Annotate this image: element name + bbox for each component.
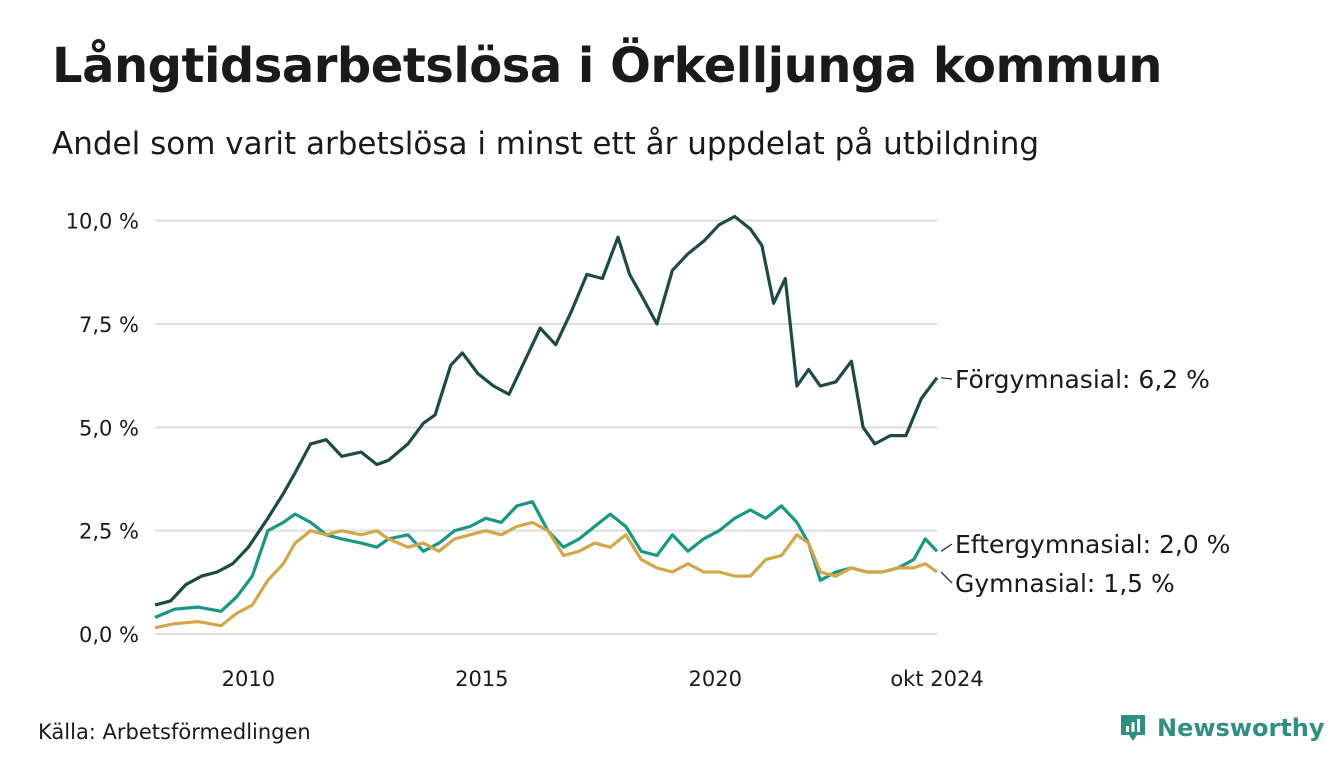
x-tick-label: okt 2024 [890, 667, 983, 691]
x-axis-tick-labels: 2010 2015 2020 okt 2024 [222, 667, 984, 691]
x-tick-label: 2010 [222, 667, 275, 691]
chart-title: Långtidsarbetslösa i Örkelljunga kommun [52, 38, 1162, 94]
chart-subtitle: Andel som varit arbetslösa i minst ett å… [52, 126, 1040, 162]
grid-lines [155, 219, 937, 635]
x-tick-label: 2015 [455, 667, 508, 691]
source-note: Källa: Arbetsförmedlingen [38, 720, 311, 744]
label-leader-line [940, 377, 953, 380]
x-tick-label: 2020 [689, 667, 742, 691]
series-lines [154, 214, 939, 630]
series-line-gymnasial [154, 520, 938, 630]
series-end-labels: Förgymnasial: 6,2 % Eftergymnasial: 2,0 %… [940, 365, 1230, 598]
brand-logo[interactable]: Newsworthy [1118, 712, 1325, 744]
y-tick-label: 2,5 % [79, 520, 139, 544]
series-line-förgymnasial [154, 214, 939, 607]
series-end-label: Gymnasial: 1,5 % [955, 569, 1175, 598]
series-line-eftergymnasial [154, 500, 939, 619]
y-tick-label: 5,0 % [79, 416, 139, 440]
brand-name: Newsworthy [1157, 714, 1325, 742]
series-end-label: Eftergymnasial: 2,0 % [955, 530, 1230, 559]
label-leader-line [940, 571, 953, 584]
y-axis-tick-labels: 0,0 % 2,5 % 5,0 % 7,5 % 10,0 % [66, 210, 139, 647]
y-tick-label: 7,5 % [79, 313, 139, 337]
series-end-label: Förgymnasial: 6,2 % [955, 365, 1210, 394]
label-leader-line [940, 543, 953, 552]
y-tick-label: 0,0 % [79, 623, 139, 647]
newsworthy-logo-icon [1121, 715, 1145, 741]
y-tick-label: 10,0 % [66, 210, 139, 234]
